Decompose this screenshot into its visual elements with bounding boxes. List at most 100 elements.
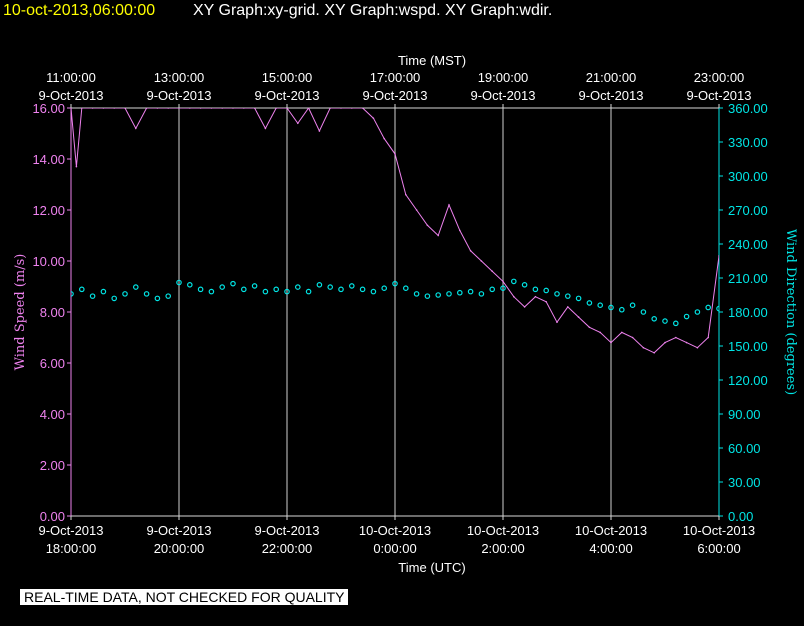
wind-direction-marker: [651, 315, 658, 322]
top-tick-date: 9-Oct-2013: [254, 88, 319, 103]
wind-speed-point: [448, 204, 450, 206]
wind-speed-point: [135, 127, 137, 130]
wind-speed-line: [71, 108, 719, 354]
wind-direction-marker: [662, 318, 668, 324]
wind-direction-marker: [348, 283, 355, 289]
wind-direction-marker: [208, 288, 215, 295]
wind-speed-point: [340, 108, 342, 109]
bottom-tick-date: 9-Oct-2013: [146, 523, 211, 538]
wind-speed-point: [91, 108, 94, 109]
wind-direction-marker: [219, 284, 226, 290]
top-tick-date: 9-Oct-2013: [686, 88, 751, 103]
wind-speed-point: [610, 341, 612, 344]
wind-speed-point: [264, 127, 267, 130]
wind-direction-marker: [327, 284, 334, 290]
left-axis-title: Wind Speed (m/s): [13, 254, 28, 371]
wind-direction-marker: [241, 286, 247, 293]
bottom-tick-time: 20:00:00: [154, 541, 205, 556]
wind-speed-point: [81, 108, 83, 109]
wind-speed-point: [534, 295, 537, 298]
bottom-tick-date: 10-Oct-2013: [467, 523, 539, 538]
wind-speed-point: [286, 108, 288, 109]
wind-speed-point: [513, 295, 515, 298]
wind-speed-point: [145, 108, 148, 109]
wind-speed-point: [102, 108, 105, 109]
wind-speed-point: [588, 326, 591, 329]
wind-direction-marker: [294, 284, 301, 290]
wind-speed-point: [253, 108, 256, 109]
wind-speed-point: [556, 321, 558, 324]
wind-direction-marker: [284, 288, 290, 295]
wind-speed-point: [696, 346, 699, 349]
top-tick-date: 9-Oct-2013: [578, 88, 643, 103]
wind-speed-point: [178, 108, 180, 109]
wind-speed-point: [71, 108, 72, 109]
wind-speed-point: [480, 260, 483, 262]
wind-direction-marker: [381, 285, 388, 292]
wind-direction-marker: [262, 288, 269, 295]
wind-direction-marker: [467, 288, 474, 295]
wind-direction-marker: [424, 293, 431, 299]
wind-direction-marker: [402, 285, 409, 292]
wind-direction-marker: [521, 281, 528, 288]
wind-speed-point: [221, 108, 223, 109]
bottom-tick-time: 18:00:00: [46, 541, 97, 556]
top-tick-time: 23:00:00: [694, 70, 745, 85]
top-tick-time: 11:00:00: [46, 70, 96, 85]
wind-speed-point: [631, 336, 634, 339]
wind-direction-marker: [510, 278, 517, 285]
wind-speed-point: [275, 108, 277, 109]
wind-speed-point: [577, 316, 580, 318]
wind-direction-marker: [413, 291, 420, 297]
wind-speed-point: [621, 331, 623, 334]
wind-speed-point: [675, 336, 677, 339]
bottom-tick-date: 10-Oct-2013: [575, 523, 647, 538]
wind-speed-point: [405, 193, 407, 196]
left-tick-label: 6.00: [40, 356, 65, 371]
wind-direction-marker: [683, 313, 690, 320]
wind-direction-marker: [597, 302, 604, 309]
left-tick-label: 0.00: [40, 509, 65, 524]
wind-direction-marker: [543, 287, 550, 294]
wind-direction-marker: [694, 309, 701, 315]
wind-direction-marker: [586, 300, 593, 306]
top-tick-time: 15:00:00: [262, 70, 313, 85]
right-axis-title: Wind Direction (degrees): [783, 229, 798, 395]
wind-direction-marker: [251, 283, 258, 289]
wind-speed-point: [383, 137, 386, 140]
wind-direction-marker: [478, 291, 485, 297]
wind-direction-marker: [705, 304, 712, 311]
wind-direction-marker: [176, 279, 182, 286]
top-tick-time: 13:00:00: [154, 70, 205, 85]
left-tick-label: 10.00: [32, 254, 65, 269]
right-tick-label: 120.00: [728, 373, 768, 388]
wind-direction-marker: [716, 305, 719, 312]
wind-direction-marker: [629, 302, 636, 309]
wind-direction-marker: [165, 293, 172, 299]
wind-speed-point: [307, 108, 310, 109]
wind-direction-marker: [500, 285, 506, 292]
wind-direction-marker: [554, 291, 560, 297]
wind-speed-point: [469, 250, 472, 252]
wind-speed-point: [372, 117, 375, 119]
right-tick-label: 0.00: [728, 509, 753, 524]
wind-speed-point: [394, 153, 396, 155]
wind-direction-marker: [154, 295, 161, 302]
top-tick-date: 9-Oct-2013: [146, 88, 211, 103]
right-tick-label: 270.00: [728, 203, 768, 218]
right-tick-label: 360.00: [728, 101, 768, 116]
wind-speed-point: [664, 341, 666, 344]
wind-direction-marker: [316, 281, 323, 288]
wind-direction-marker: [608, 304, 614, 311]
x-axis-title: Time (UTC): [398, 560, 465, 575]
right-tick-label: 150.00: [728, 339, 768, 354]
wind-speed-point: [437, 234, 440, 237]
right-tick-label: 210.00: [728, 271, 768, 286]
right-tick-label: 240.00: [728, 237, 768, 252]
wind-direction-marker: [532, 286, 539, 293]
bottom-tick-time: 0:00:00: [373, 541, 416, 556]
wind-direction-marker: [575, 295, 582, 302]
wind-speed-point: [189, 108, 191, 109]
wind-direction-marker: [197, 286, 204, 293]
right-tick-label: 90.00: [728, 407, 761, 422]
